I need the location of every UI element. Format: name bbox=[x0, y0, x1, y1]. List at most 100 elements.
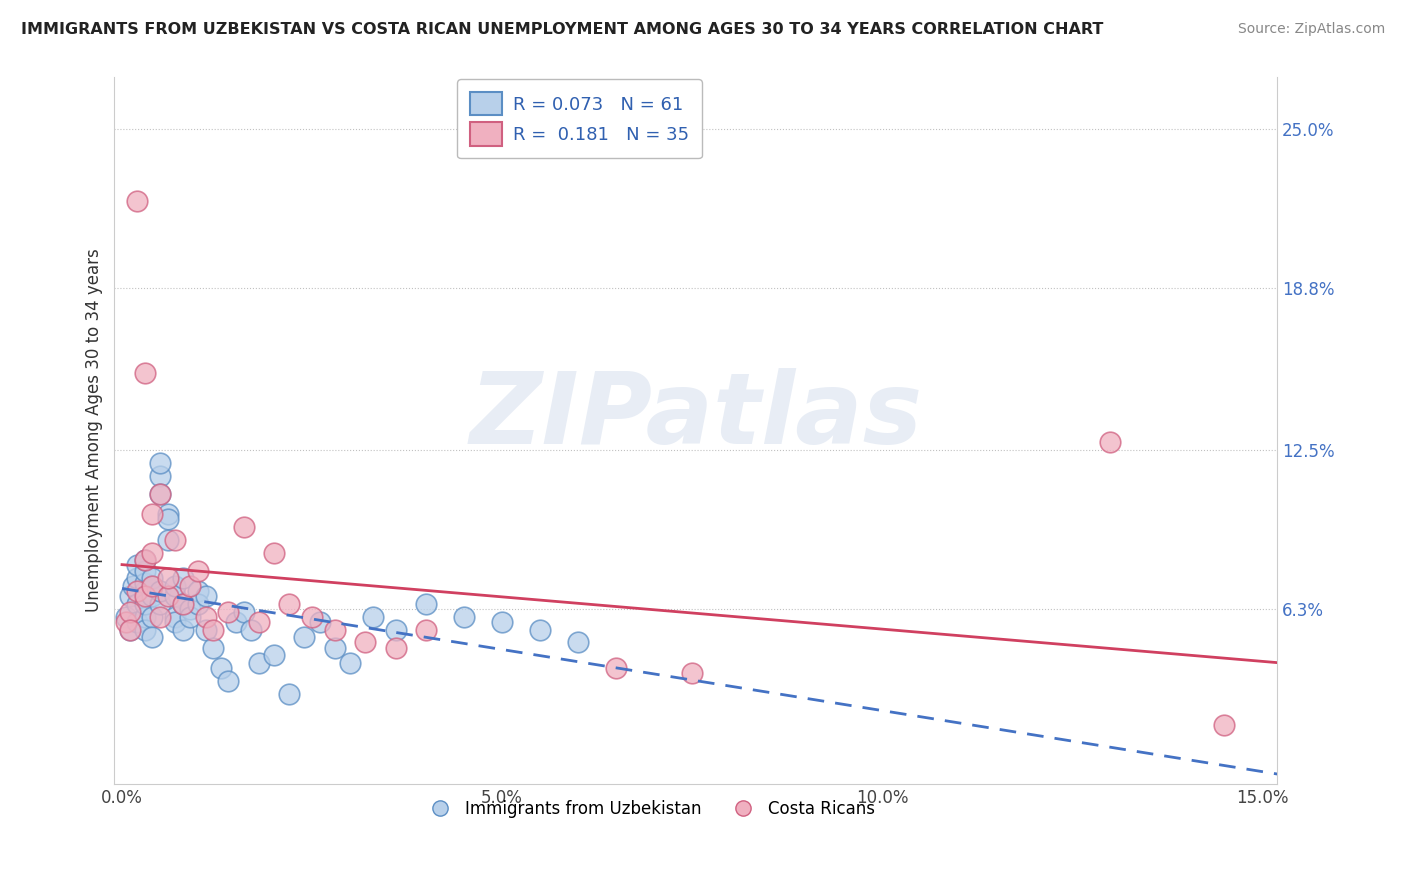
Point bbox=[134, 366, 156, 380]
Point bbox=[529, 623, 551, 637]
Point bbox=[217, 605, 239, 619]
Point bbox=[165, 609, 187, 624]
Text: Source: ZipAtlas.com: Source: ZipAtlas.com bbox=[1237, 22, 1385, 37]
Point bbox=[384, 623, 406, 637]
Legend: Immigrants from Uzbekistan, Costa Ricans: Immigrants from Uzbekistan, Costa Ricans bbox=[416, 794, 882, 825]
Point bbox=[384, 640, 406, 655]
Point bbox=[156, 589, 179, 603]
Point bbox=[134, 584, 156, 599]
Point bbox=[323, 640, 346, 655]
Point bbox=[1213, 717, 1236, 731]
Point bbox=[141, 545, 163, 559]
Point bbox=[165, 579, 187, 593]
Point bbox=[172, 597, 194, 611]
Point bbox=[156, 571, 179, 585]
Point bbox=[323, 623, 346, 637]
Point bbox=[202, 640, 225, 655]
Point bbox=[134, 623, 156, 637]
Point bbox=[165, 589, 187, 603]
Point bbox=[681, 666, 703, 681]
Point bbox=[141, 571, 163, 585]
Text: IMMIGRANTS FROM UZBEKISTAN VS COSTA RICAN UNEMPLOYMENT AMONG AGES 30 TO 34 YEARS: IMMIGRANTS FROM UZBEKISTAN VS COSTA RICA… bbox=[21, 22, 1104, 37]
Point bbox=[149, 609, 172, 624]
Point bbox=[149, 597, 172, 611]
Point bbox=[308, 615, 330, 629]
Point bbox=[179, 579, 201, 593]
Point bbox=[179, 602, 201, 616]
Point bbox=[156, 533, 179, 547]
Point bbox=[114, 615, 136, 629]
Point bbox=[187, 584, 209, 599]
Point bbox=[361, 609, 384, 624]
Point bbox=[141, 631, 163, 645]
Point bbox=[134, 553, 156, 567]
Point bbox=[172, 623, 194, 637]
Point bbox=[122, 579, 145, 593]
Point bbox=[263, 648, 285, 663]
Point bbox=[491, 615, 513, 629]
Point bbox=[194, 589, 217, 603]
Point bbox=[209, 661, 232, 675]
Point bbox=[134, 576, 156, 591]
Point bbox=[232, 605, 254, 619]
Point bbox=[263, 545, 285, 559]
Point bbox=[127, 597, 149, 611]
Point bbox=[141, 579, 163, 593]
Point bbox=[415, 623, 437, 637]
Point bbox=[118, 623, 141, 637]
Point bbox=[127, 584, 149, 599]
Point bbox=[149, 486, 172, 500]
Point bbox=[141, 589, 163, 603]
Point bbox=[247, 656, 270, 670]
Point bbox=[127, 571, 149, 585]
Point bbox=[232, 520, 254, 534]
Point bbox=[156, 507, 179, 521]
Point bbox=[149, 456, 172, 470]
Point bbox=[179, 609, 201, 624]
Point bbox=[134, 597, 156, 611]
Point bbox=[605, 661, 627, 675]
Point bbox=[141, 507, 163, 521]
Point bbox=[187, 597, 209, 611]
Point bbox=[118, 623, 141, 637]
Point bbox=[134, 564, 156, 578]
Point bbox=[217, 673, 239, 688]
Point bbox=[134, 553, 156, 567]
Point bbox=[141, 609, 163, 624]
Point bbox=[127, 194, 149, 208]
Point bbox=[278, 687, 301, 701]
Point bbox=[165, 533, 187, 547]
Point bbox=[149, 584, 172, 599]
Point bbox=[172, 597, 194, 611]
Point bbox=[156, 512, 179, 526]
Point bbox=[134, 589, 156, 603]
Point bbox=[247, 615, 270, 629]
Point bbox=[194, 623, 217, 637]
Point bbox=[240, 623, 263, 637]
Point bbox=[149, 486, 172, 500]
Point bbox=[301, 609, 323, 624]
Point bbox=[134, 609, 156, 624]
Point bbox=[453, 609, 475, 624]
Point bbox=[278, 597, 301, 611]
Point bbox=[127, 615, 149, 629]
Point bbox=[339, 656, 361, 670]
Y-axis label: Unemployment Among Ages 30 to 34 years: Unemployment Among Ages 30 to 34 years bbox=[86, 249, 103, 613]
Point bbox=[225, 615, 247, 629]
Point bbox=[1099, 435, 1122, 450]
Point bbox=[187, 564, 209, 578]
Point bbox=[202, 623, 225, 637]
Point bbox=[294, 631, 316, 645]
Point bbox=[118, 605, 141, 619]
Point bbox=[141, 579, 163, 593]
Point bbox=[354, 635, 377, 649]
Point bbox=[194, 609, 217, 624]
Point bbox=[149, 468, 172, 483]
Point bbox=[114, 609, 136, 624]
Point bbox=[567, 635, 589, 649]
Point bbox=[165, 615, 187, 629]
Text: ZIPatlas: ZIPatlas bbox=[470, 368, 922, 465]
Point bbox=[415, 597, 437, 611]
Point bbox=[172, 571, 194, 585]
Point bbox=[127, 558, 149, 573]
